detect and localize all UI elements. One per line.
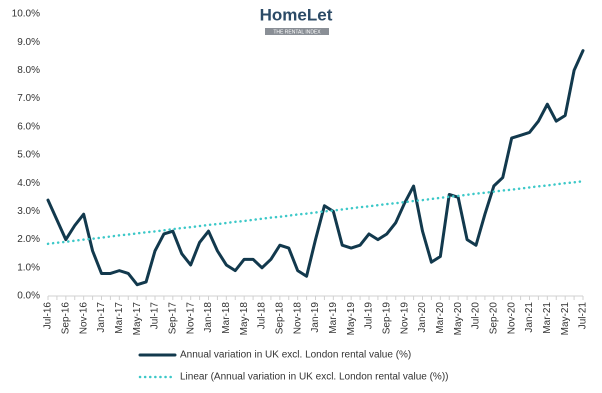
logo-tagline: THE RENTAL INDEX (273, 29, 321, 35)
logo-name: HomeLet (260, 5, 333, 24)
y-tick-label: 5.0% (17, 150, 40, 161)
y-tick-label: 9.0% (17, 37, 40, 48)
legend-label: Linear (Annual variation in UK excl. Lon… (180, 372, 448, 383)
x-tick-label: Nov-18 (292, 302, 303, 335)
x-tick-label: Mar-21 (542, 302, 553, 334)
x-tick-label: Sep-19 (381, 302, 392, 335)
x-tick-label: Mar-20 (435, 302, 446, 334)
y-tick-label: 1.0% (17, 262, 40, 273)
logo-bar (265, 28, 329, 35)
x-tick-label: Mar-17 (114, 302, 125, 334)
x-tick-label: Sep-17 (167, 302, 178, 335)
x-tick-label: Jan-19 (310, 302, 321, 333)
x-tick-label: Jan-17 (96, 302, 107, 333)
x-tick-label: Jan-21 (524, 302, 535, 333)
legend-label: Annual variation in UK excl. London rent… (180, 350, 411, 361)
x-tick-label: Jul-21 (578, 302, 589, 330)
x-tick-label: Jul-20 (471, 302, 482, 330)
x-tick-label: Sep-16 (60, 302, 71, 335)
y-tick-label: 2.0% (17, 234, 40, 245)
y-tick-label: 0.0% (17, 291, 40, 302)
x-tick-label: Nov-19 (399, 302, 410, 335)
x-tick-label: Jan-18 (203, 302, 214, 333)
x-tick-label: Jan-20 (417, 302, 428, 333)
x-tick-label: May-18 (239, 302, 250, 336)
x-tick-label: Jul-18 (257, 302, 268, 330)
y-tick-label: 3.0% (17, 206, 40, 217)
x-tick-label: May-20 (453, 302, 464, 336)
x-tick-label: May-21 (560, 302, 571, 336)
x-tick-label: Nov-20 (506, 302, 517, 335)
x-tick-label: May-19 (346, 302, 357, 336)
y-tick-label: 6.0% (17, 121, 40, 132)
x-tick-label: Mar-18 (221, 302, 232, 334)
x-tick-label: Jul-16 (43, 302, 54, 330)
x-tick-label: Mar-19 (328, 302, 339, 334)
x-tick-label: May-17 (132, 302, 143, 336)
y-tick-label: 7.0% (17, 93, 40, 104)
x-tick-label: Sep-20 (488, 302, 499, 335)
y-tick-label: 8.0% (17, 65, 40, 76)
x-tick-label: Nov-17 (185, 302, 196, 335)
x-tick-label: Sep-18 (274, 302, 285, 335)
x-tick-label: Jul-19 (364, 302, 375, 330)
series-line (46, 179, 585, 246)
y-tick-label: 4.0% (17, 178, 40, 189)
y-tick-label: 10.0% (12, 9, 40, 20)
x-tick-label: Nov-16 (78, 302, 89, 335)
x-tick-label: Jul-17 (150, 302, 161, 330)
series-line (46, 49, 585, 287)
